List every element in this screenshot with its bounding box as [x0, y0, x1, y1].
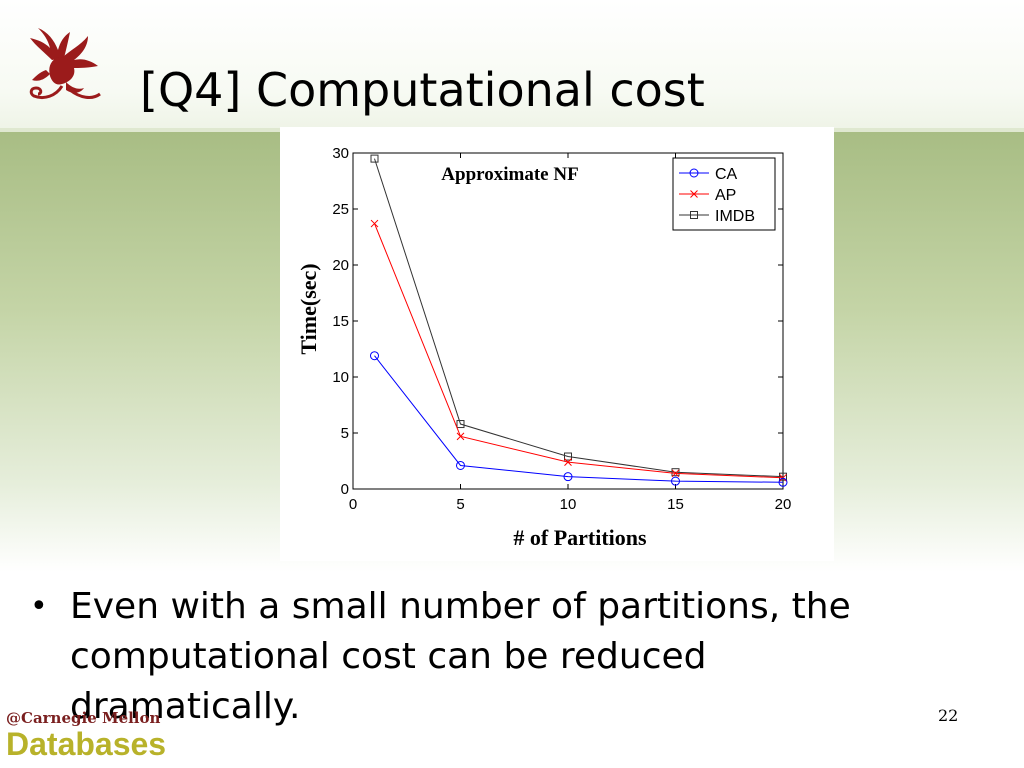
slide-title: [Q4] Computational cost [140, 63, 705, 117]
footer-org: @Carnegie Mellon [6, 709, 161, 727]
y-axis-label: Time(sec) [296, 263, 321, 354]
data-point [456, 460, 465, 470]
data-point [671, 468, 680, 477]
page-number: 22 [938, 706, 959, 725]
y-tick-label: 0 [341, 481, 349, 498]
data-point [563, 472, 573, 482]
y-tick-label: 15 [332, 313, 349, 330]
data-point [370, 154, 379, 163]
y-tick-label: 20 [332, 257, 349, 274]
dragon-icon [29, 28, 101, 100]
footer-group: Databases [6, 726, 167, 762]
x-axis-label: # of Partitions [513, 525, 647, 550]
y-tick-label: 10 [332, 369, 349, 386]
series-line [374, 158, 784, 478]
data-point [564, 452, 572, 461]
line-chart: 0 5 10 15 20 0 5 10 15 20 25 30 # of Partitions Time(… [296, 145, 792, 550]
series-line [374, 355, 784, 483]
y-tick-label: 5 [341, 425, 349, 442]
data-point [779, 472, 787, 481]
x-tick-label: 15 [667, 496, 684, 513]
x-tick-label: 0 [349, 496, 357, 513]
data-point [370, 351, 379, 361]
data-point [456, 420, 465, 429]
data-point [370, 219, 379, 228]
legend-label: CA [715, 166, 738, 183]
data-point [690, 190, 698, 198]
x-tick-label: 10 [560, 496, 577, 513]
bullet-text: Even with a small number of partitions, … [70, 586, 851, 727]
data-point [778, 477, 788, 487]
legend-label: IMDB [715, 208, 755, 225]
data-point [564, 458, 572, 466]
legend-label: AP [715, 187, 736, 204]
x-tick-label: 5 [456, 496, 464, 513]
y-tick-label: 25 [332, 201, 349, 218]
bullet-marker: • [30, 589, 48, 624]
chart-panel: 0 5 10 15 20 0 5 10 15 20 25 30 # of Partitions Time(… [280, 127, 834, 561]
x-tick-label: 20 [775, 496, 792, 513]
data-point [689, 168, 699, 178]
bullet-list: • Even with a small number of partitions… [30, 582, 930, 732]
header-band [0, 0, 1024, 132]
y-tick-label: 30 [332, 145, 349, 162]
data-point [671, 476, 680, 486]
data-point [456, 432, 465, 441]
bullet-item: • Even with a small number of partitions… [30, 582, 930, 732]
chart-title: Approximate NF [441, 164, 578, 185]
data-point [671, 469, 680, 478]
data-point [690, 211, 698, 219]
